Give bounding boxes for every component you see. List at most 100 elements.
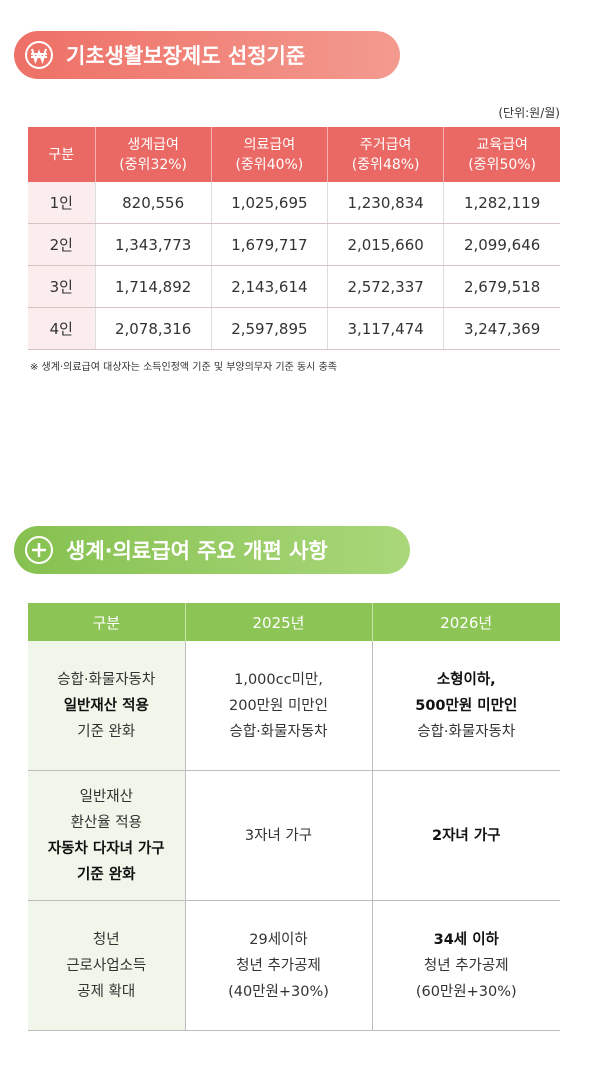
table-cell: 2,015,660	[326, 223, 444, 266]
cell-line: (중위40%)	[235, 156, 304, 173]
cell-text: 2,597,895	[231, 319, 308, 338]
cell-line: (중위50%)	[468, 156, 537, 173]
unit-label: (단위:원/월)	[498, 106, 560, 120]
cell-text: 1,230,834	[347, 193, 424, 212]
table-cell: 1,025,695	[210, 182, 328, 224]
table-cell: 2,099,646	[443, 223, 560, 266]
header-cell: 생계급여 (중위32%)	[94, 127, 212, 182]
cell-line: 소형이하,	[436, 671, 496, 688]
cell-text: 2,078,316	[114, 319, 192, 338]
header-cell: 교육급여 (중위50%)	[443, 127, 560, 182]
cell-line: 29세이하	[249, 931, 308, 948]
cell-line: 승합·화물자동차	[417, 723, 516, 740]
section-header: 생계·의료급여 주요 개편 사항	[14, 526, 410, 574]
header-cell: 2025년	[184, 603, 372, 641]
table-cell: 4인	[28, 307, 95, 350]
table-row: 2인 1,343,773 1,679,717 2,015,660 2,099,646	[28, 223, 560, 266]
cell-text: 1,025,695	[231, 193, 308, 212]
cell-line: 구분	[48, 146, 75, 163]
criteria-table: 구분 생계급여 (중위32%) 의료급여 (중위40%) 주거급여 (중위48%) 교육급여 (…	[28, 127, 560, 350]
cell-text: 1,679,717	[231, 235, 308, 254]
reform-table: 구분 2025년 2026년 승합·화물자동차 일반재산 적용 기준 완화 1,000cc미…	[28, 603, 560, 1031]
cell-line: 환산율 적용	[70, 814, 142, 831]
table-cell: 3,117,474	[326, 307, 444, 350]
table-cell: 2,572,337	[326, 265, 444, 308]
cell-line: 공제 확대	[77, 983, 136, 1000]
table-cell: 1,282,119	[443, 182, 560, 224]
table-cell: 2,679,518	[443, 265, 560, 308]
table-cell: 2,078,316	[94, 307, 212, 350]
table-cell: 1,714,892	[94, 265, 212, 308]
cell-text: 1,343,773	[114, 235, 192, 254]
cell-line: 청년 추가공제	[423, 957, 509, 974]
cell-line: 승합·화물자동차	[229, 723, 328, 740]
cell-text: 3,247,369	[463, 319, 541, 338]
cell-text: 2026년	[440, 613, 493, 632]
table-cell: 2인	[28, 223, 95, 266]
cell-line: 일반재산	[79, 788, 133, 805]
header-row: 구분 2025년 2026년	[28, 603, 560, 641]
cell-line: 2자녀 가구	[432, 827, 501, 844]
cell-text: 2,015,660	[347, 235, 424, 254]
table-row: 3인 1,714,892 2,143,614 2,572,337 2,679,518	[28, 265, 560, 308]
table-cell: 1,230,834	[326, 182, 444, 224]
table-cell: 2,143,614	[210, 265, 328, 308]
table-cell: 1인	[28, 182, 95, 224]
cell-text: 2,099,646	[463, 235, 541, 254]
table-cell: 29세이하 청년 추가공제 (40만원+30%)	[184, 900, 372, 1031]
table-cell: 3인	[28, 265, 95, 308]
cell-text: 1,282,119	[463, 193, 541, 212]
table-row: 1인 820,556 1,025,695 1,230,834 1,282,119	[28, 182, 560, 224]
table-cell: 2,597,895	[210, 307, 328, 350]
cell-line: 청년 추가공제	[236, 957, 321, 974]
cell-text: 2,572,337	[347, 277, 424, 296]
cell-text: 820,556	[122, 193, 185, 212]
header-cell: 2026년	[371, 603, 560, 641]
cell-text: 3,117,474	[347, 319, 424, 338]
cell-line: 청년	[92, 931, 120, 948]
header-cell: 주거급여 (중위48%)	[326, 127, 444, 182]
table-row: 4인 2,078,316 2,597,895 3,117,474 3,247,369	[28, 307, 560, 350]
cell-line: 1,000cc미만,	[234, 671, 323, 688]
cell-line: 근로사업소득	[66, 957, 147, 974]
table-row: 승합·화물자동차 일반재산 적용 기준 완화 1,000cc미만, 200만원 미만인 승…	[28, 641, 560, 771]
table-cell: 3자녀 가구	[184, 770, 372, 901]
cell-line: 500만원 미만인	[415, 697, 518, 714]
footnote: ※ 생계·의료급여 대상자는 소득인정액 기준 및 부양의무자 기준 동시 충족	[30, 362, 337, 373]
cell-line: 기준 완화	[77, 866, 136, 883]
cell-text: 구분	[92, 613, 121, 632]
header-row: 구분 생계급여 (중위32%) 의료급여 (중위40%) 주거급여 (중위48%) 교육급여 (…	[28, 127, 560, 182]
cell-line: 200만원 미만인	[229, 697, 328, 714]
header-cell: 의료급여 (중위40%)	[210, 127, 328, 182]
cell-line: 일반재산 적용	[63, 697, 149, 714]
table-cell: 820,556	[94, 182, 212, 224]
table-cell: 2자녀 가구	[371, 770, 560, 901]
cell-line: 34세 이하	[433, 931, 499, 948]
cell-line: 자동차 다자녀 가구	[47, 840, 165, 857]
cell-text: 2,143,614	[231, 277, 308, 296]
cell-text: 2025년	[252, 613, 305, 632]
cell-line: (중위32%)	[119, 156, 188, 173]
section-title: 기초생활보장제도 선정기준	[66, 44, 306, 68]
cell-text: 4인	[49, 320, 73, 338]
header-cell: 구분	[28, 603, 185, 641]
cell-line: (60만원+30%)	[415, 983, 517, 1000]
cell-text: 2,679,518	[463, 277, 541, 296]
cell-line: (중위48%)	[351, 156, 420, 173]
cell-text: 1,714,892	[114, 277, 192, 296]
cell-line: 교육급여	[476, 136, 528, 153]
header-cell: 구분	[28, 127, 95, 182]
cell-text: 3인	[49, 278, 73, 296]
table-cell: 1,343,773	[94, 223, 212, 266]
cell-line: 3자녀 가구	[244, 827, 313, 844]
cell-line: 기준 완화	[77, 723, 136, 740]
cell-line: 승합·화물자동차	[57, 671, 156, 688]
